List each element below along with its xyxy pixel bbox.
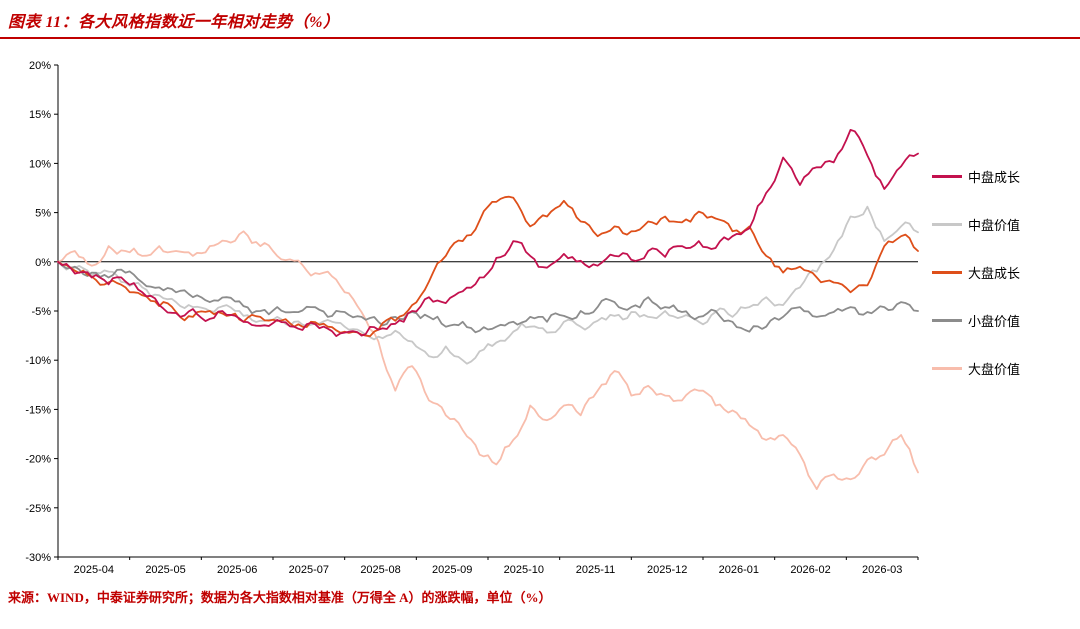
svg-text:2025-12: 2025-12 bbox=[647, 564, 687, 576]
svg-text:2025-08: 2025-08 bbox=[360, 564, 400, 576]
legend-line-sample bbox=[932, 175, 962, 178]
legend-label: 中盘成长 bbox=[968, 170, 1021, 185]
svg-text:15%: 15% bbox=[29, 109, 51, 121]
svg-text:5%: 5% bbox=[35, 208, 51, 220]
svg-text:-25%: -25% bbox=[25, 503, 51, 515]
legend-item: 大盘成长 bbox=[932, 263, 1072, 282]
figure-title: 图表 11：各大风格指数近一年相对走势（%） bbox=[8, 14, 340, 31]
legend-line-sample bbox=[932, 223, 962, 226]
svg-text:20%: 20% bbox=[29, 60, 51, 72]
legend-item: 中盘成长 bbox=[932, 167, 1072, 186]
legend-label: 中盘价值 bbox=[968, 218, 1021, 233]
svg-text:2025-11: 2025-11 bbox=[576, 564, 616, 576]
legend-item: 大盘价值 bbox=[932, 359, 1072, 378]
chart-legend: 中盘成长 中盘价值 大盘成长 小盘价值 大盘价值 bbox=[932, 51, 1072, 583]
svg-text:2025-04: 2025-04 bbox=[74, 564, 114, 576]
svg-text:2026-02: 2026-02 bbox=[790, 564, 830, 576]
svg-text:2025-05: 2025-05 bbox=[145, 564, 185, 576]
legend-line-sample bbox=[932, 319, 962, 322]
svg-text:-30%: -30% bbox=[25, 552, 51, 564]
legend-label: 大盘价值 bbox=[968, 362, 1021, 377]
svg-text:-10%: -10% bbox=[25, 355, 51, 367]
svg-text:2026-01: 2026-01 bbox=[719, 564, 759, 576]
legend-item: 小盘价值 bbox=[932, 311, 1072, 330]
legend-line-sample bbox=[932, 271, 962, 274]
figure-header: 图表 11：各大风格指数近一年相对走势（%） bbox=[0, 0, 1080, 39]
chart-area: -30% -25% -20% -15% -10% -5% 0% 5% 10% 15% 20% 2025… bbox=[0, 51, 1080, 583]
svg-text:-5%: -5% bbox=[31, 306, 51, 318]
legend-item: 中盘价值 bbox=[932, 215, 1072, 234]
svg-text:2025-10: 2025-10 bbox=[504, 564, 544, 576]
svg-text:-15%: -15% bbox=[25, 404, 51, 416]
source-note: 来源：WIND，中泰证券研究所；数据为各大指数相对基准（万得全 A）的涨跌幅，单… bbox=[8, 590, 552, 605]
svg-text:2025-06: 2025-06 bbox=[217, 564, 257, 576]
relative-performance-chart: -30% -25% -20% -15% -10% -5% 0% 5% 10% 15% 20% 2025… bbox=[25, 60, 919, 576]
svg-text:0%: 0% bbox=[35, 257, 51, 269]
legend-label: 小盘价值 bbox=[968, 314, 1021, 329]
legend-label: 大盘成长 bbox=[968, 266, 1021, 281]
svg-text:2026-03: 2026-03 bbox=[862, 564, 902, 576]
svg-text:2025-09: 2025-09 bbox=[432, 564, 472, 576]
legend-line-sample bbox=[932, 367, 962, 370]
svg-text:2025-07: 2025-07 bbox=[289, 564, 329, 576]
svg-text:10%: 10% bbox=[29, 158, 51, 170]
svg-text:-20%: -20% bbox=[25, 454, 51, 466]
